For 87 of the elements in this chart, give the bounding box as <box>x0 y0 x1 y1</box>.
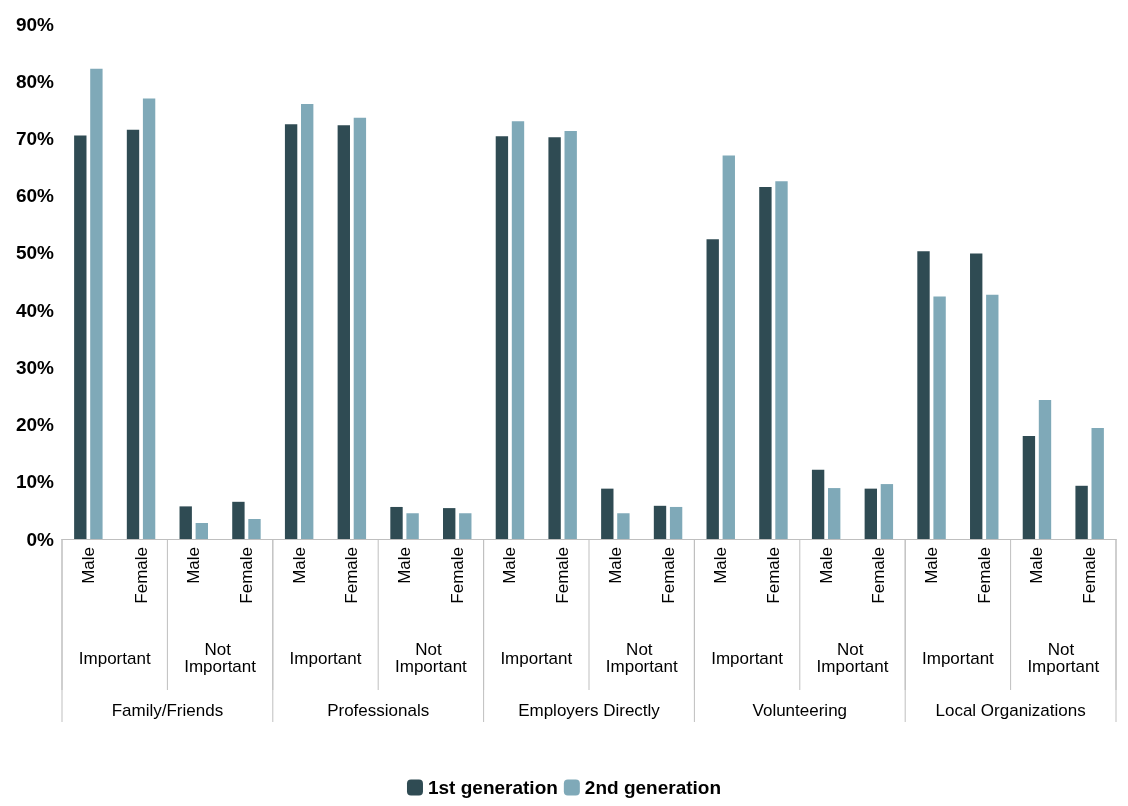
text: Employers Directly <box>518 700 661 720</box>
bar <box>986 294 999 539</box>
bar <box>406 513 419 539</box>
bar <box>722 155 735 539</box>
bar <box>775 181 788 539</box>
y-tick-label: 0% <box>26 528 55 550</box>
y-tick-label: 60% <box>15 185 55 207</box>
x-tick-label: Female <box>553 547 573 604</box>
bar <box>179 506 192 539</box>
bar <box>548 137 561 539</box>
text: Not Important <box>1027 640 1100 676</box>
bar <box>142 98 156 539</box>
bar <box>917 251 930 539</box>
y-tick-label: 30% <box>15 356 55 378</box>
text: Professionals <box>327 700 430 720</box>
bar <box>864 488 877 539</box>
x-tick-label: Male <box>711 547 731 584</box>
bar <box>90 68 103 539</box>
x-tick-label: Female <box>869 547 889 604</box>
x-tick-label: Male <box>1027 547 1047 584</box>
bar <box>759 187 772 539</box>
bar <box>74 135 87 539</box>
bar <box>248 518 261 539</box>
x-tick-label: Female <box>974 547 994 604</box>
bar <box>933 296 946 539</box>
x-tick-label: Female <box>447 547 467 604</box>
x-tick-label: Male <box>816 547 836 584</box>
y-tick-label: 40% <box>15 299 55 321</box>
x-tick-label: Female <box>131 547 151 604</box>
text: Important <box>711 648 784 668</box>
x-tick-label: Male <box>289 547 309 584</box>
bar <box>880 484 894 539</box>
text: Not Important <box>605 640 678 676</box>
bar <box>390 506 403 539</box>
x-tick-label: Female <box>1080 547 1100 604</box>
y-tick-label: 90% <box>15 13 55 35</box>
text: Volunteering <box>752 700 848 720</box>
bar <box>706 239 719 539</box>
text: Not Important <box>184 640 257 676</box>
bar <box>353 117 367 539</box>
text: Important <box>500 648 573 668</box>
bar <box>669 506 683 539</box>
bar <box>195 522 208 539</box>
x-tick-label: Female <box>658 547 678 604</box>
x-tick-label: Male <box>605 547 625 584</box>
legend-label: 2nd generation <box>584 777 722 798</box>
text: Local Organizations <box>935 700 1086 720</box>
y-tick-label: 50% <box>15 242 55 264</box>
y-tick-label: 10% <box>15 471 55 493</box>
text: Important <box>78 648 151 668</box>
text: Important <box>289 648 362 668</box>
y-tick-label: 70% <box>15 127 55 149</box>
x-tick-label: Male <box>78 547 98 584</box>
bar <box>232 501 245 539</box>
x-tick-label: Male <box>922 547 942 584</box>
bar <box>1022 436 1036 539</box>
legend-label: 1st generation <box>427 777 558 798</box>
bar <box>617 513 630 539</box>
bar <box>301 104 314 539</box>
bar <box>511 121 525 539</box>
bar <box>459 513 472 539</box>
y-tick-label: 80% <box>15 70 55 92</box>
bar <box>126 129 140 539</box>
text: Not Important <box>394 640 468 676</box>
bar <box>564 131 577 539</box>
bar <box>284 124 298 539</box>
bar <box>337 125 350 539</box>
bar <box>828 488 841 539</box>
bar <box>970 253 983 539</box>
y-tick-label: 20% <box>15 414 55 436</box>
bar <box>811 469 825 539</box>
x-tick-label: Male <box>184 547 204 584</box>
x-tick-label: Female <box>342 547 362 604</box>
text: Important <box>921 648 995 668</box>
bar <box>1075 485 1088 539</box>
bar <box>1038 399 1052 539</box>
bar <box>443 508 456 539</box>
bar <box>601 488 614 539</box>
text: Family/Friends <box>111 700 224 720</box>
x-tick-label: Male <box>395 547 415 584</box>
x-tick-label: Female <box>236 547 256 604</box>
text: Not Important <box>816 640 889 676</box>
x-tick-label: Female <box>763 547 783 604</box>
bar <box>1091 427 1104 539</box>
bar <box>495 136 509 539</box>
x-tick-label: Male <box>500 547 520 584</box>
bar <box>653 505 667 539</box>
